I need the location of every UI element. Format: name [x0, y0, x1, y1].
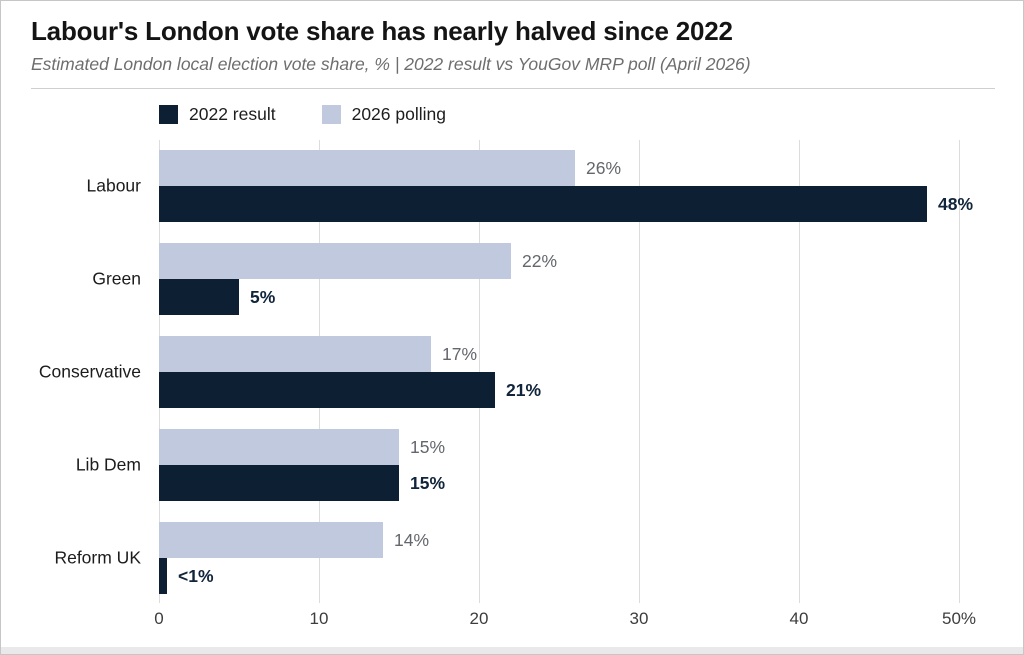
bar-reform-uk-2022-result: <1% — [159, 558, 214, 594]
legend-item-2026-polling: 2026 polling — [321, 104, 446, 125]
bar-group-conservative: Conservative 17% 21% — [39, 336, 1015, 408]
value-label-lib-dem-2026-polling: 15% — [410, 437, 446, 457]
x-axis: 0 10 20 30 40 50% — [154, 603, 1015, 635]
value-label-conservative-2022-result: 21% — [506, 380, 542, 400]
category-label-reform-uk: Reform UK — [54, 547, 141, 568]
legend: 2022 result 2026 polling — [159, 104, 1023, 125]
bar-group-green: Green 22% 5% — [92, 243, 1015, 315]
value-label-green-2022-result: 5% — [250, 287, 276, 307]
bar-chart: Labour 26% 48% Green 22% 5% Conservative 17% 21%… — [39, 140, 1015, 635]
category-label-green: Green — [92, 268, 141, 289]
bar-group-reform-uk: Reform UK 14% <1% — [54, 522, 1015, 594]
plot-area: Labour 26% 48% Green 22% 5% Conservative 17% 21%… — [39, 140, 1015, 603]
category-label-lib-dem: Lib Dem — [75, 454, 141, 475]
value-label-lib-dem-2022-result: 15% — [410, 473, 446, 493]
legend-swatch-2022-result-icon — [159, 105, 178, 124]
header-divider — [31, 88, 995, 89]
bar-green-2026-polling: 22% — [159, 243, 557, 279]
chart-header: Labour's London vote share has nearly ha… — [1, 1, 1023, 75]
chart-title: Labour's London vote share has nearly ha… — [31, 16, 733, 46]
x-tick-50: 50% — [941, 609, 977, 628]
legend-label-2026-polling: 2026 polling — [351, 104, 446, 124]
bar-conservative-2022-result: 21% — [159, 372, 541, 408]
value-label-green-2026-polling: 22% — [522, 251, 558, 271]
legend-swatch-2026-polling-icon — [321, 105, 341, 124]
bar-lib-dem-2026-polling: 15% — [159, 429, 445, 465]
x-tick-30: 30 — [629, 609, 649, 628]
bar-group-lib-dem: Lib Dem 15% 15% — [76, 429, 1015, 501]
value-label-reform-uk-2026-polling: 14% — [394, 530, 430, 550]
value-label-reform-uk-2022-result: <1% — [178, 566, 214, 586]
bar-green-2022-result: 5% — [159, 279, 275, 315]
legend-label-2022-result: 2022 result — [189, 104, 276, 124]
x-tick-10: 10 — [309, 609, 329, 628]
chart-subtitle: Estimated London local election vote sha… — [31, 54, 751, 74]
value-label-conservative-2026-polling: 17% — [442, 344, 478, 364]
x-tick-0: 0 — [154, 609, 164, 628]
x-tick-20: 20 — [469, 609, 489, 628]
bar-group-labour: Labour 26% 48% — [87, 150, 1015, 222]
value-label-labour-2026-polling: 26% — [586, 158, 622, 178]
legend-item-2022-result: 2022 result — [159, 104, 276, 125]
bar-labour-2022-result: 48% — [159, 186, 973, 222]
bar-conservative-2026-polling: 17% — [159, 336, 477, 372]
chart-rows: Labour 26% 48% Green 22% 5% Conservative 17% 21%… — [39, 150, 1015, 594]
bottom-edge-strip — [1, 647, 1023, 654]
bar-labour-2026-polling: 26% — [159, 150, 621, 186]
category-label-conservative: Conservative — [38, 361, 141, 382]
value-label-labour-2022-result: 48% — [938, 194, 974, 214]
category-label-labour: Labour — [86, 175, 142, 196]
x-tick-40: 40 — [789, 609, 809, 628]
bar-reform-uk-2026-polling: 14% — [159, 522, 429, 558]
bar-lib-dem-2022-result: 15% — [159, 465, 445, 501]
